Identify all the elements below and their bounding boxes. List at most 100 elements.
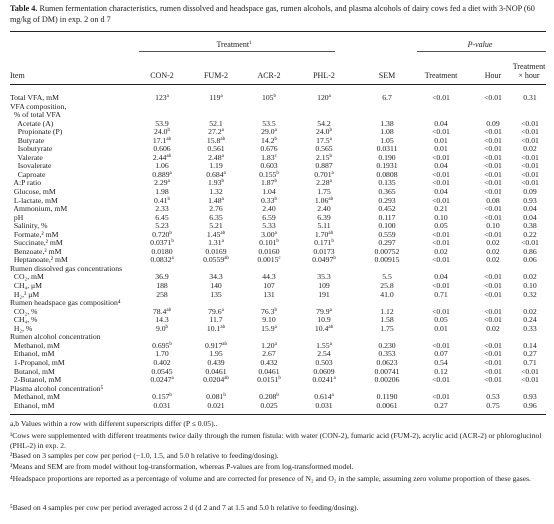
- cell-acr2: 0.0160: [246, 247, 292, 257]
- cell-value: 0.0371: [150, 238, 172, 248]
- cell-phl2: 35.3: [301, 273, 347, 282]
- cell-p-treatment-x-hour: 0.93: [511, 196, 549, 206]
- cell-value: 1.32: [209, 187, 223, 197]
- table-row: Formate,² mM 0.720b 1.45ab 3.00a 1.70ab 0.559…: [10, 229, 546, 240]
- cell-value: 0.14: [523, 340, 537, 350]
- cell-fum2: 2.76: [193, 204, 239, 214]
- pvalue-group-underline: [417, 51, 546, 52]
- cell-value: 1.31: [208, 238, 222, 248]
- cell-value: 0.01: [434, 323, 448, 333]
- row-label: Caproate: [10, 169, 46, 179]
- cell-fum2: 2.48a: [193, 153, 239, 163]
- cell-fum2: 1.48a: [193, 196, 239, 206]
- cell-value: 0.0241: [312, 375, 334, 385]
- cell-p-hour: <0.01: [470, 204, 516, 214]
- cell-p-treatment-x-hour: 0.14: [511, 340, 549, 351]
- cell-p-treatment: 0.04: [418, 187, 464, 197]
- cell-fum2: 0.021: [193, 401, 239, 411]
- cell-value: 0.96: [523, 400, 537, 410]
- cell-superscript: b: [274, 307, 277, 313]
- cell-acr2: 0.025: [246, 400, 292, 411]
- cell-value: 17.5: [316, 135, 330, 145]
- table-row: Heptanoate,² mM 0.0832a 0.0559ab 0.0015c 0.0…: [10, 256, 546, 265]
- cell-value: <0.01: [484, 93, 502, 102]
- cell-sem: 0.0808: [364, 170, 410, 180]
- table-row: Caproate 0.889a 0.684a 0.155b 0.701a 0.0808 <0…: [10, 169, 546, 180]
- cell-p-treatment-x-hour: <0.01: [511, 118, 549, 129]
- cell-p-treatment: 0.71: [418, 289, 464, 300]
- cell-value: 0.02: [486, 246, 500, 256]
- cell-fum2: 119a: [193, 93, 239, 103]
- cell-superscript: ab: [166, 153, 172, 159]
- cell-superscript: b: [274, 179, 277, 185]
- cell-con2: 0.0832a: [139, 256, 185, 265]
- cell-value: <0.01: [432, 195, 450, 205]
- cell-value: <0.01: [521, 118, 539, 128]
- cell-con2: 0.031: [139, 401, 185, 411]
- cell-con2: 36.9: [139, 273, 185, 282]
- cell-p-hour: <0.01: [470, 145, 516, 154]
- cell-phl2: 109: [301, 281, 347, 291]
- cell-p-treatment-x-hour: 0.02: [511, 145, 549, 154]
- table-body: Total VFA, mM 123a 119a 105b 120a 6.7 <0.01 <0.…: [10, 93, 549, 411]
- col-header-sem: SEM: [378, 71, 396, 80]
- cell-value: <0.01: [432, 229, 450, 239]
- cell-p-treatment-x-hour: 0.06: [511, 256, 549, 265]
- cell-value: 6.35: [209, 212, 223, 222]
- cell-value: 1.70: [314, 229, 329, 239]
- cell-p-hour: <0.01: [470, 152, 516, 163]
- cell-value: <0.01: [484, 169, 502, 179]
- cell-p-treatment: 0.01: [418, 323, 464, 334]
- cell-value: 0.33: [523, 323, 537, 333]
- cell-value: 0.025: [260, 400, 278, 410]
- cell-superscript: b: [329, 128, 332, 134]
- cell-acr2: 29.0a: [246, 127, 292, 137]
- cell-value: 52.1: [209, 118, 223, 128]
- cell-p-treatment-x-hour: <0.01: [511, 127, 549, 137]
- cell-con2: 0.606: [139, 145, 185, 154]
- cell-value: <0.01: [432, 340, 450, 350]
- cell-value: 0.503: [315, 357, 333, 367]
- cell-p-hour: <0.01: [470, 290, 516, 300]
- cell-p-treatment-x-hour: 0.31: [511, 93, 549, 103]
- cell-p-treatment-x-hour: 0.02: [511, 273, 549, 282]
- cell-value: 0.05: [434, 315, 448, 325]
- cell-phl2: 24.0b: [301, 127, 347, 137]
- cell-value: 9.10: [262, 315, 276, 325]
- cell-value: <0.01: [432, 169, 450, 179]
- cell-superscript: c: [274, 153, 277, 159]
- cell-value: 1.04: [262, 187, 276, 197]
- row-label: Benzoate,² mM: [10, 246, 62, 256]
- row-label: Total VFA, mM: [10, 93, 59, 102]
- row-label: H₂, %: [10, 323, 33, 333]
- cell-fum2: 79.6a: [193, 307, 239, 317]
- cell-acr2: 0.0015c: [246, 256, 292, 265]
- cell-value: 0.565: [315, 144, 333, 154]
- cell-value: 0.614: [314, 392, 332, 402]
- cell-p-treatment-x-hour: 0.27: [511, 350, 549, 359]
- cell-value: 0.0461: [205, 366, 227, 376]
- cell-value: <0.01: [484, 152, 502, 162]
- table-row: CH₄, % 14.3 11.7 9.10 10.9 1.58 0.05 <0.01 0.24: [10, 315, 546, 325]
- cell-phl2: 10.4ab: [301, 324, 347, 334]
- cell-superscript: ab: [220, 230, 226, 236]
- cell-p-treatment-x-hour: 0.04: [511, 213, 549, 223]
- cell-p-treatment: 0.01: [418, 145, 464, 154]
- cell-value: 0.0204: [203, 375, 225, 385]
- cell-value: 0.1190: [376, 392, 398, 402]
- cell-value: 29.0: [261, 127, 275, 137]
- row-label: Rumen dissolved gas concentrations: [10, 263, 123, 273]
- cell-p-treatment: <0.01: [418, 179, 464, 188]
- row-label: Salinity, %: [10, 221, 48, 231]
- row-label: Butyrate: [10, 135, 45, 145]
- cell-value: 0.06: [523, 255, 537, 265]
- cell-value: 2.15: [316, 152, 330, 162]
- cell-value: 0.02: [523, 144, 537, 154]
- cell-value: 0.135: [378, 178, 396, 188]
- cell-sem: 1.05: [364, 136, 410, 146]
- cell-value: 1.12: [380, 306, 394, 316]
- cell-value: 0.71: [434, 289, 448, 299]
- cell-p-hour: <0.01: [470, 127, 516, 137]
- cell-con2: 0.695b: [139, 341, 185, 351]
- cell-p-hour: 0.02: [470, 324, 516, 334]
